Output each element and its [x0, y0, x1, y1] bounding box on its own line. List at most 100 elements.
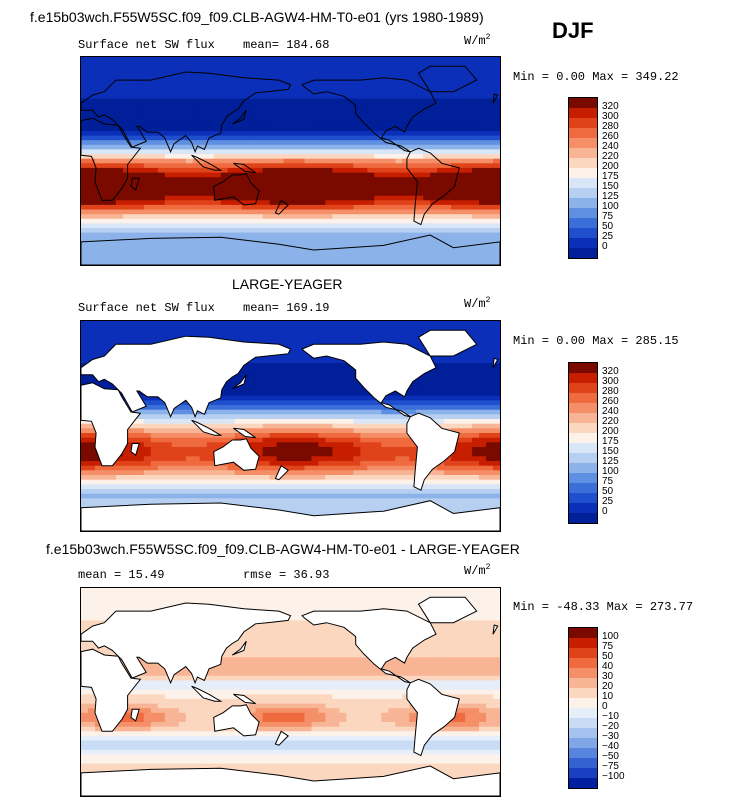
continent-outline [130, 708, 140, 722]
colorbar-label: 125 [602, 191, 619, 202]
colorbar-label: 10 [602, 691, 614, 702]
continent-outline [301, 77, 437, 153]
colorbar-swatch [569, 698, 597, 708]
colorbar-swatch [569, 363, 597, 373]
colorbar-swatch [569, 423, 597, 433]
continent-outline [81, 71, 292, 154]
panel2-colorbar [568, 362, 598, 524]
colorbar-label: 200 [602, 161, 619, 172]
colorbar-label: 25 [602, 231, 614, 242]
continent-outline [417, 329, 478, 357]
colorbar-label: 50 [602, 486, 614, 497]
colorbar-label: 300 [602, 111, 619, 122]
colorbar-label: 200 [602, 426, 619, 437]
panel1-units: W/m2 [464, 33, 491, 48]
continent-outline [301, 341, 437, 418]
colorbar-swatch [569, 228, 597, 238]
colorbar-label: −10 [602, 711, 619, 722]
colorbar-swatch [569, 648, 597, 658]
colorbar-swatch [569, 658, 597, 668]
colorbar-label: −20 [602, 721, 619, 732]
colorbar-swatch [569, 768, 597, 778]
colorbar-swatch [569, 98, 597, 108]
continent-outline [81, 117, 142, 201]
main-title: f.e15b03wch.F55W5SC.f09_f09.CLB-AGW4-HM-… [30, 9, 484, 25]
colorbar-label: 75 [602, 211, 614, 222]
colorbar-label: 300 [602, 376, 619, 387]
panel1-colorbar [568, 97, 598, 259]
colorbar-label: 280 [602, 121, 619, 132]
panel3-minmax: Min = -48.33 Max = 273.77 [513, 600, 694, 614]
colorbar-label: 40 [602, 661, 614, 672]
continent-outline [232, 640, 247, 656]
colorbar-label: 75 [602, 476, 614, 487]
colorbar-swatch [569, 433, 597, 443]
continent-outline [81, 648, 142, 732]
colorbar-label: 50 [602, 221, 614, 232]
colorbar-swatch [569, 208, 597, 218]
continent-outline [81, 500, 500, 531]
colorbar-swatch [569, 198, 597, 208]
colorbar-swatch [569, 383, 597, 393]
colorbar-label: 150 [602, 446, 619, 457]
colorbar-swatch [569, 503, 597, 513]
colorbar-label: 220 [602, 416, 619, 427]
colorbar-label: 175 [602, 436, 619, 447]
colorbar-swatch [569, 678, 597, 688]
colorbar-label: 260 [602, 396, 619, 407]
continent-outline [81, 335, 292, 419]
colorbar-label: −100 [602, 771, 625, 782]
continent-outline [213, 438, 260, 471]
panel2-minmax: Min = 0.00 Max = 285.15 [513, 334, 679, 348]
continent-outline [213, 704, 260, 737]
colorbar-label: 320 [602, 101, 619, 112]
panel1-map [80, 56, 501, 266]
colorbar-swatch [569, 138, 597, 148]
panel1-mean: mean= 184.68 [243, 38, 330, 52]
colorbar-swatch [569, 728, 597, 738]
continent-outline [233, 427, 256, 439]
season-label: DJF [552, 18, 594, 43]
colorbar-swatch [569, 188, 597, 198]
continent-outline [492, 93, 499, 104]
colorbar-label: 0 [602, 241, 608, 252]
continent-outline [191, 685, 223, 702]
panel3-mean: mean = 15.49 [78, 568, 165, 582]
colorbar-swatch [569, 628, 597, 638]
colorbar-label: 0 [602, 701, 608, 712]
panel1-field-label: Surface net SW flux [78, 38, 215, 52]
colorbar-swatch [569, 118, 597, 128]
colorbar-swatch [569, 453, 597, 463]
colorbar-swatch [569, 373, 597, 383]
colorbar-swatch [569, 483, 597, 493]
colorbar-swatch [569, 148, 597, 158]
panel2-units: W/m2 [464, 296, 491, 311]
panel2-field-label: Surface net SW flux [78, 301, 215, 315]
colorbar-label: 75 [602, 641, 614, 652]
colorbar-swatch [569, 443, 597, 453]
colorbar-swatch [569, 238, 597, 248]
colorbar-swatch [569, 638, 597, 648]
continent-outline [81, 234, 500, 265]
colorbar-swatch [569, 178, 597, 188]
panel2-mean: mean= 169.19 [243, 301, 330, 315]
colorbar-label: 30 [602, 671, 614, 682]
continent-outline [81, 382, 142, 467]
continent-outline [492, 357, 499, 368]
continent-outline [191, 419, 223, 436]
colorbar-swatch [569, 668, 597, 678]
colorbar-label: 175 [602, 171, 619, 182]
colorbar-swatch [569, 248, 597, 258]
panel2-map [80, 320, 501, 532]
continent-outline [191, 154, 223, 171]
continent-outline [81, 602, 292, 685]
colorbar-swatch [569, 413, 597, 423]
continent-outline [274, 464, 289, 481]
panel1-minmax: Min = 0.00 Max = 349.22 [513, 70, 679, 84]
colorbar-swatch [569, 393, 597, 403]
colorbar-swatch [569, 493, 597, 503]
colorbar-swatch [569, 108, 597, 118]
continent-outline [233, 693, 256, 705]
colorbar-label: 125 [602, 456, 619, 467]
colorbar-swatch [569, 758, 597, 768]
